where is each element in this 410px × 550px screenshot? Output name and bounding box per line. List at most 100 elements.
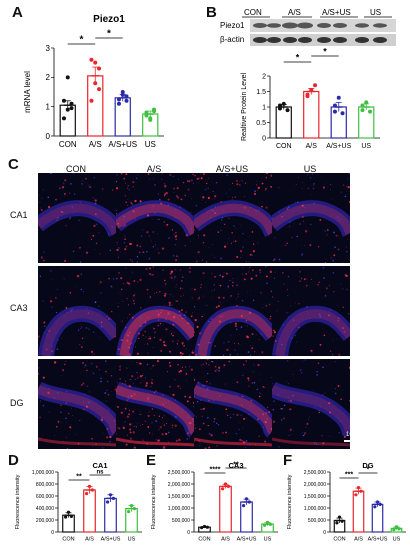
panel-letter-d: D: [8, 452, 19, 469]
fluorescence-dot: [135, 341, 137, 342]
fluorescence-dot: [244, 278, 246, 281]
fluorescence-dot: [188, 354, 191, 356]
fluorescence-dot: [222, 354, 225, 356]
fluorescence-dot: [177, 364, 179, 366]
fluorescence-dot: [340, 191, 342, 193]
fluorescence-dot: [102, 188, 104, 190]
fluorescence-dot: [244, 441, 247, 443]
fluorescence-dot: [207, 187, 209, 190]
fluorescence-dot: [163, 195, 166, 197]
fluorescence-dot: [174, 243, 177, 246]
fluorescence-dot: [199, 442, 201, 444]
fluorescence-dot: [257, 190, 259, 191]
fluorescence-dot: [232, 196, 234, 198]
fluorescence-dot: [265, 304, 268, 307]
fluorescence-dot: [134, 293, 136, 295]
fluorescence-dot: [124, 421, 126, 423]
fluorescence-dot: [256, 242, 258, 244]
fluorescence-dot: [146, 250, 148, 253]
fluorescence-dot: [60, 404, 62, 406]
fluorescence-dot: [330, 198, 332, 200]
fluorescence-dot: [131, 316, 134, 319]
data-point: [144, 113, 149, 118]
data-point: [61, 116, 66, 121]
fluorescence-dot: [126, 346, 128, 348]
fluorescence-dot: [265, 173, 269, 175]
fluorescence-dot: [88, 328, 90, 330]
fluorescence-dot: [85, 177, 87, 180]
fluorescence-dot: [342, 306, 345, 308]
bar: [275, 106, 292, 139]
fluorescence-dot: [151, 408, 154, 410]
fluorescence-dot: [174, 268, 176, 270]
fluorescence-dot: [50, 300, 53, 303]
fluorescence-dot: [157, 439, 160, 442]
fluorescence-dot: [195, 353, 198, 356]
fluorescence-dot: [217, 305, 220, 308]
micrograph-tile: [38, 359, 116, 449]
fluorescence-dot: [348, 366, 350, 369]
fluorescence-dot: [91, 437, 94, 440]
fluorescence-dot: [319, 313, 321, 315]
fluorescence-dot: [250, 399, 253, 402]
fluorescence-dot: [74, 209, 76, 211]
fluorescence-dot: [50, 345, 52, 347]
fluorescence-dot: [93, 224, 96, 228]
fluorescence-dot: [248, 379, 250, 381]
data-point: [124, 94, 129, 99]
fluorescence-dot: [57, 420, 60, 423]
fluorescence-dot: [65, 225, 67, 227]
fluorescence-dot: [242, 273, 243, 275]
y-tick-label: 1,500,000: [168, 494, 190, 500]
fluorescence-dot: [185, 374, 187, 376]
bar: [219, 485, 232, 533]
fluorescence-dot: [39, 275, 42, 277]
fluorescence-dot: [127, 398, 130, 400]
fluorescence-dot: [340, 283, 342, 285]
fluorescence-dot: [61, 268, 63, 270]
fluorescence-dot: [239, 343, 241, 345]
fluorescence-dot: [273, 259, 275, 261]
fluorescence-dot: [123, 215, 126, 218]
fluorescence-dot: [208, 341, 210, 344]
fluorescence-dot: [173, 279, 175, 281]
fluorescence-dot: [294, 185, 295, 187]
fluorescence-dot: [273, 400, 275, 402]
fluorescence-dot: [292, 319, 294, 321]
fluorescence-dot: [78, 246, 81, 249]
fluorescence-dot: [259, 392, 261, 394]
fluorescence-dot: [185, 234, 188, 237]
fluorescence-dot: [236, 381, 239, 384]
micrograph-image: [116, 173, 194, 263]
fluorescence-dot: [176, 269, 178, 271]
fluorescence-dot: [86, 360, 88, 362]
data-point: [368, 109, 373, 114]
fluorescence-dot: [103, 432, 105, 434]
fluorescence-dot: [200, 399, 202, 401]
fluorescence-dot: [135, 177, 138, 179]
fluorescence-dot: [189, 240, 191, 242]
fluorescence-dot: [227, 196, 229, 197]
fluorescence-dot: [149, 296, 152, 298]
fluorescence-dot: [47, 196, 50, 199]
fluorescence-dot: [261, 205, 263, 208]
fluorescence-dot: [68, 192, 71, 194]
fluorescence-dot: [289, 226, 291, 228]
fluorescence-dot: [115, 423, 116, 425]
fluorescence-dot: [79, 420, 81, 421]
fluorescence-dot: [188, 180, 191, 182]
fluorescence-dot: [128, 331, 131, 334]
data-point: [69, 514, 73, 518]
fluorescence-dot: [86, 369, 88, 372]
fluorescence-dot: [300, 372, 303, 374]
fluorescence-dot: [192, 182, 194, 184]
fluorescence-dot: [161, 433, 164, 436]
fluorescence-dot: [176, 195, 178, 197]
fluorescence-dot: [286, 381, 287, 383]
fluorescence-dot: [57, 339, 59, 341]
fluorescence-dot: [299, 280, 301, 282]
fluorescence-dot: [243, 206, 246, 209]
fluorescence-dot: [181, 317, 184, 320]
fluorescence-dot: [107, 410, 110, 412]
fluorescence-dot: [319, 343, 322, 346]
